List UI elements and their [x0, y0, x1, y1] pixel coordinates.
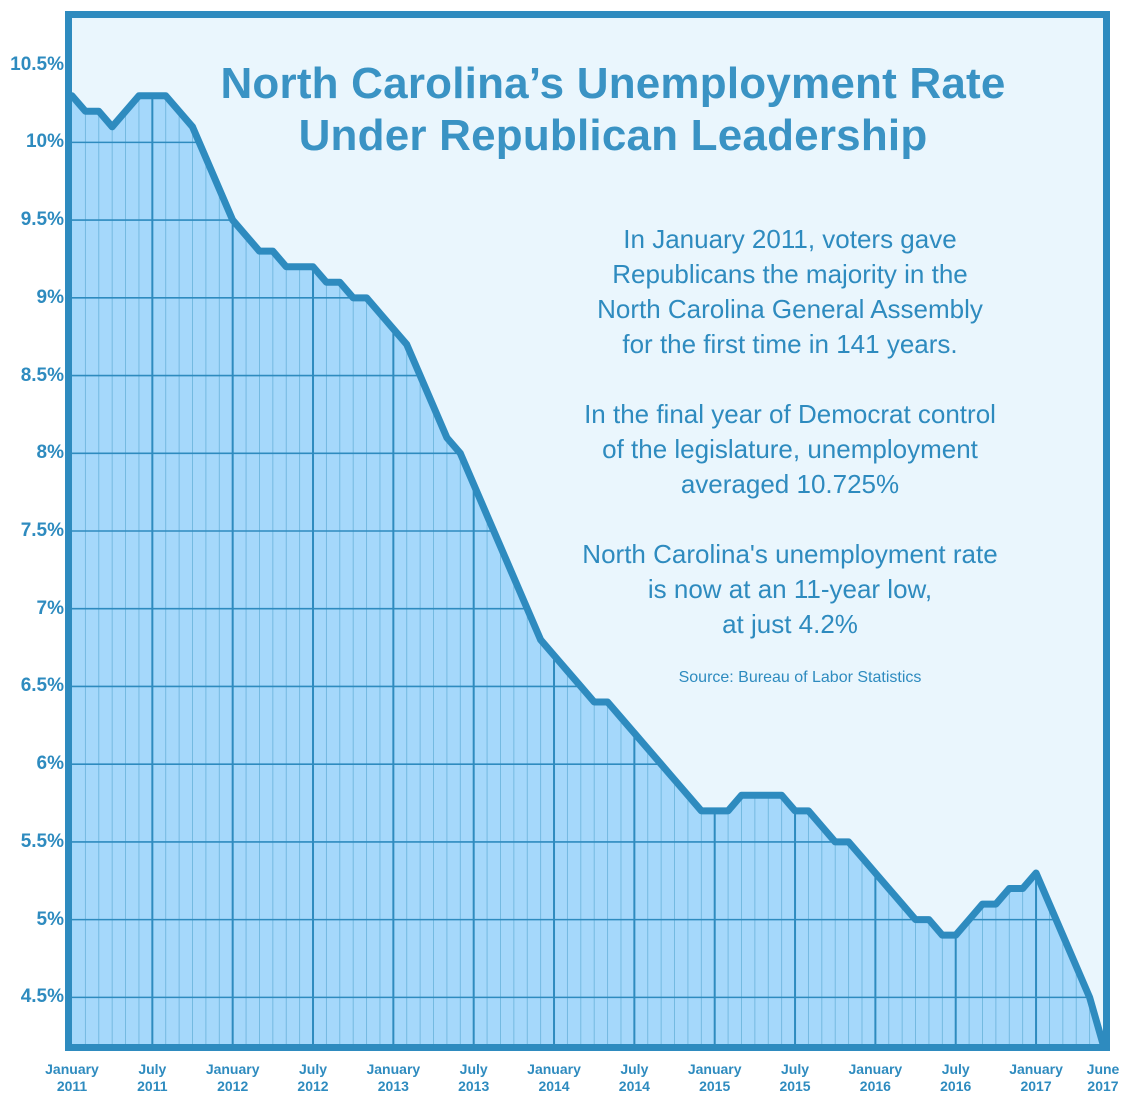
- x-tick-month: January: [687, 1061, 742, 1077]
- chart-title-line-2: Under Republican Leadership: [298, 111, 928, 160]
- x-tick-year: 2014: [538, 1078, 570, 1094]
- x-tick-label: July 2015: [750, 1061, 840, 1095]
- x-tick-label: June 2017: [1058, 1061, 1134, 1095]
- x-tick-year: 2013: [377, 1078, 409, 1094]
- y-tick-label: 9%: [36, 286, 64, 308]
- x-tick-year: 2016: [859, 1078, 891, 1094]
- x-tick-label: January 2013: [348, 1061, 438, 1095]
- x-tick-year: 2017: [1087, 1078, 1119, 1094]
- x-tick-year: 2012: [297, 1078, 329, 1094]
- y-tick-label: 4.5%: [20, 986, 64, 1008]
- x-tick-month: July: [620, 1061, 649, 1077]
- y-tick-label: 9.5%: [20, 209, 64, 231]
- y-tick-label: 8%: [36, 442, 64, 464]
- x-tick-month: July: [138, 1061, 167, 1077]
- x-tick-label: July 2013: [429, 1061, 519, 1095]
- chart-title-line-1: North Carolina’s Unemployment Rate: [220, 59, 1006, 108]
- x-tick-month: January: [366, 1061, 421, 1077]
- x-tick-year: 2015: [699, 1078, 731, 1094]
- y-tick-label: 8.5%: [20, 364, 64, 386]
- x-tick-label: January 2016: [830, 1061, 920, 1095]
- y-tick-label: 10.5%: [10, 53, 64, 75]
- annotation-democrat-average: In the final year of Democrat control of…: [520, 397, 1060, 502]
- x-tick-month: July: [941, 1061, 970, 1077]
- x-tick-label: July 2014: [589, 1061, 679, 1095]
- annotation-line: for the first time in 141 years.: [622, 329, 958, 359]
- x-tick-month: July: [459, 1061, 488, 1077]
- x-tick-year: 2011: [56, 1078, 88, 1094]
- annotation-current-rate: North Carolina's unemployment rate is no…: [520, 537, 1060, 642]
- y-tick-label: 7%: [36, 597, 64, 619]
- x-tick-label: July 2016: [911, 1061, 1001, 1095]
- chart-title: North Carolina’s Unemployment Rate Under…: [90, 58, 1134, 162]
- x-tick-label: January 2012: [188, 1061, 278, 1095]
- annotation-line: at just 4.2%: [722, 609, 858, 639]
- annotation-line: Republicans the majority in the: [612, 259, 968, 289]
- source-note: Source: Bureau of Labor Statistics: [678, 669, 922, 686]
- x-tick-month: January: [527, 1061, 581, 1077]
- annotation-line: North Carolina General Assembly: [597, 294, 983, 324]
- x-tick-month: July: [298, 1061, 327, 1077]
- y-tick-label: 6.5%: [20, 675, 64, 697]
- x-tick-year: 2017: [1020, 1078, 1052, 1094]
- y-tick-label: 5.5%: [20, 830, 64, 852]
- x-tick-month: July: [781, 1061, 810, 1077]
- x-tick-year: 2012: [217, 1078, 249, 1094]
- x-tick-label: July 2011: [107, 1061, 197, 1095]
- x-tick-year: 2014: [618, 1078, 650, 1094]
- series-line: [68, 92, 1107, 1048]
- annotation-block: In January 2011, voters gave Republicans…: [520, 222, 1060, 677]
- annotation-line: averaged 10.725%: [680, 469, 900, 499]
- area-fill: [72, 95, 1103, 1045]
- annotation-line: of the legislature, unemployment: [602, 434, 978, 464]
- y-tick-label: 10%: [25, 131, 64, 153]
- annotation-line: In the final year of Democrat control: [584, 399, 996, 429]
- x-tick-label: January 2014: [509, 1061, 599, 1095]
- x-tick-label: July 2012: [268, 1061, 358, 1095]
- annotation-line: is now at an 11-year low,: [647, 574, 933, 604]
- x-tick-year: 2013: [458, 1078, 490, 1094]
- x-tick-year: 2015: [779, 1078, 811, 1094]
- x-tick-month: January: [205, 1061, 260, 1077]
- x-tick-month: January: [45, 1061, 99, 1077]
- annotation-line: North Carolina's unemployment rate: [582, 539, 998, 569]
- x-tick-year: 2011: [137, 1078, 168, 1094]
- y-tick-label: 5%: [36, 908, 64, 930]
- annotation-republican-majority: In January 2011, voters gave Republicans…: [520, 222, 1060, 362]
- x-tick-label: January 2011: [27, 1061, 117, 1095]
- x-tick-label: January 2015: [670, 1061, 760, 1095]
- y-tick-label: 6%: [36, 753, 64, 775]
- x-tick-month: January: [1009, 1061, 1063, 1077]
- x-tick-year: 2016: [940, 1078, 972, 1094]
- annotation-line: In January 2011, voters gave: [623, 224, 957, 254]
- y-tick-label: 7.5%: [20, 520, 64, 541]
- x-tick-month: June: [1086, 1061, 1120, 1077]
- plot-frame: [65, 11, 1110, 1051]
- x-tick-month: January: [848, 1061, 903, 1077]
- x-tick-label: January 2017: [991, 1061, 1081, 1095]
